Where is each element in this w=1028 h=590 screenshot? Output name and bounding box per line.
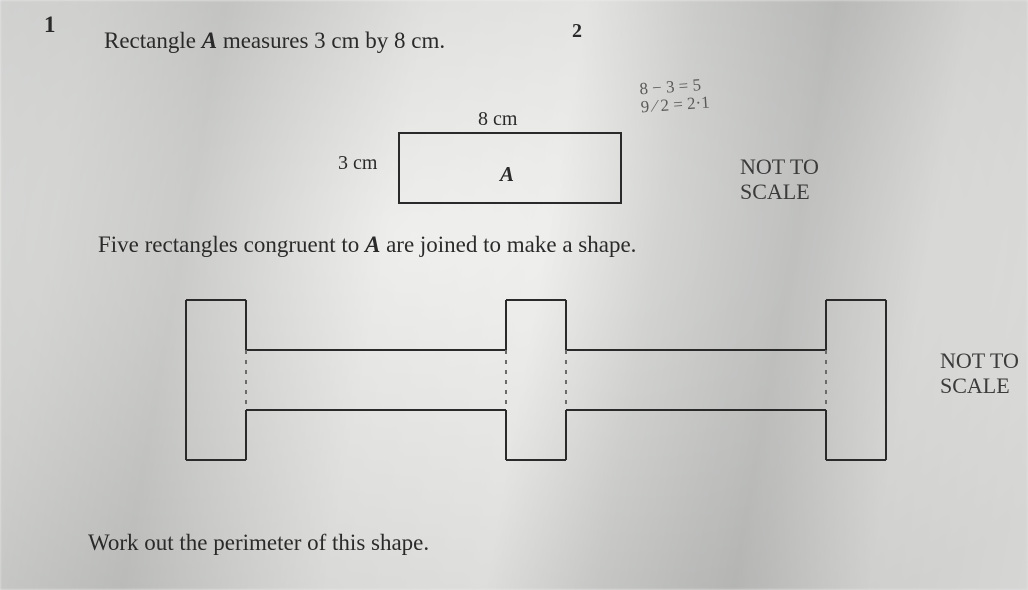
dimension-label-8cm: 8 cm xyxy=(478,108,517,131)
question-line-2: Five rectangles congruent to A are joine… xyxy=(98,232,636,258)
not-to-scale-line: SCALE xyxy=(740,179,810,204)
handwritten-scribble: 8 − 3 = 5 9 ⁄ 2 = 2·1 xyxy=(639,76,710,116)
not-to-scale-line: NOT TO xyxy=(940,348,1019,373)
dimension-label-3cm: 3 cm xyxy=(338,152,377,175)
not-to-scale-line: SCALE xyxy=(940,373,1010,398)
not-to-scale-1: NOT TO SCALE xyxy=(740,154,819,205)
composite-shape-figure xyxy=(86,290,946,480)
not-to-scale-line: NOT TO xyxy=(740,154,819,179)
page-content: 1 Rectangle A measures 3 cm by 8 cm. 2 8… xyxy=(0,0,1028,590)
not-to-scale-2: NOT TO SCALE xyxy=(940,348,1019,399)
question-line-1: Rectangle A measures 3 cm by 8 cm. xyxy=(104,28,445,54)
rectangle-a-label: A xyxy=(500,162,514,187)
stray-number-2: 2 xyxy=(572,20,582,43)
question-line-3: Work out the perimeter of this shape. xyxy=(88,530,429,556)
question-number: 1 xyxy=(44,12,56,38)
